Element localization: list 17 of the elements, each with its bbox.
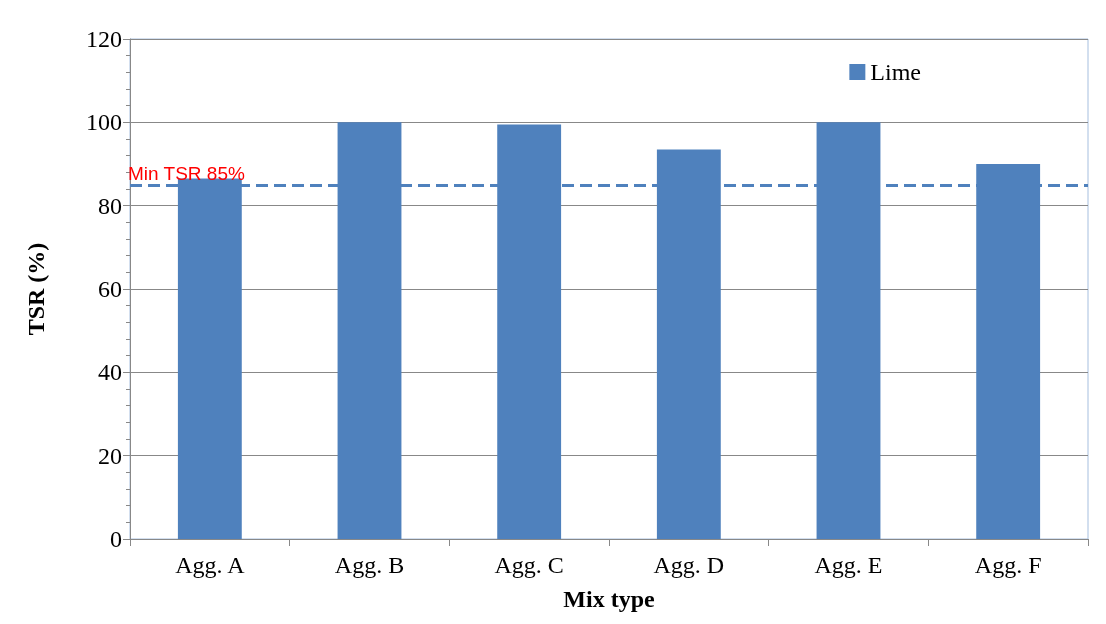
y-tick-label: 20 <box>98 442 122 469</box>
x-tick-label: Agg. E <box>814 552 883 578</box>
legend-label: Lime <box>870 59 922 85</box>
x-tick-label: Agg. B <box>334 552 405 578</box>
y-tick-label: 40 <box>98 359 122 386</box>
y-axis-title: TSR (%) <box>23 242 49 336</box>
ref-line-label: Min TSR 85% <box>128 162 245 184</box>
y-tick-label: 100 <box>86 109 122 136</box>
y-tick-label: 60 <box>98 276 122 302</box>
y-tick-label: 120 <box>86 26 122 52</box>
x-tick-label: Agg. F <box>974 552 1042 578</box>
y-tick-label: 80 <box>98 192 122 219</box>
x-tick-label: Agg. A <box>175 552 246 578</box>
x-tick-label: Agg. C <box>494 552 564 578</box>
y-tick-label: 0 <box>110 526 122 552</box>
x-tick-label: Agg. D <box>653 552 725 578</box>
x-axis-title: Mix type <box>563 586 655 612</box>
